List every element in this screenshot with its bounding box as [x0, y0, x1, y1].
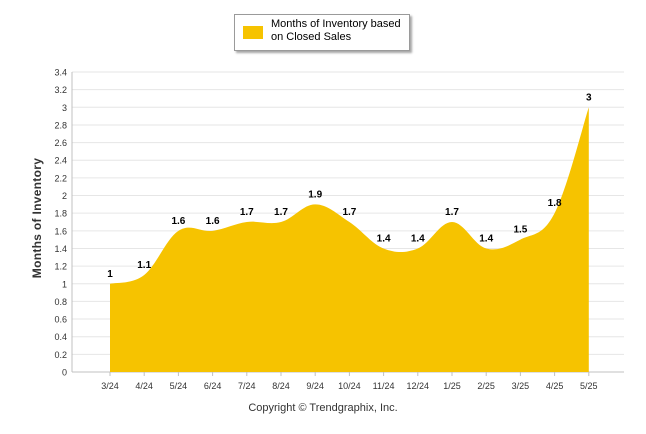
legend-label: Months of Inventory based on Closed Sale…: [271, 18, 401, 43]
data-label: 1.7: [342, 207, 356, 218]
data-label: 1.9: [308, 189, 322, 200]
y-tick-label: 0.4: [54, 332, 67, 342]
y-tick-label: 2: [62, 191, 67, 201]
y-tick-label: 0.6: [54, 315, 67, 325]
x-tick-label: 11/24: [373, 381, 395, 391]
y-tick-label: 0: [62, 368, 67, 378]
copyright-footer: Copyright © Trendgraphix, Inc.: [248, 402, 398, 414]
y-tick-label: 2.8: [54, 120, 67, 130]
y-tick-label: 1.8: [54, 209, 67, 219]
data-label: 1.1: [137, 260, 151, 271]
x-tick-label: 4/25: [546, 381, 564, 391]
data-label: 1.7: [240, 207, 254, 218]
y-tick-labels: 0 0.2 0.4 0.6 0.8 1 1.2 1.4 1.6 1.8 2 2.2 2.4 2.6 2.8 3…: [54, 68, 67, 378]
y-tick-label: 1.2: [54, 262, 67, 272]
data-labels: 1 1.1 1.6 1.6 1.7 1.7 1.9 1.7 1.4 1.4 1.7 1.4 1.5 1.8…: [107, 92, 592, 279]
data-label: 1.4: [411, 233, 425, 244]
x-tick-label: 9/24: [306, 381, 324, 391]
data-label: 1.5: [513, 225, 527, 236]
x-tick-label: 7/24: [238, 381, 256, 391]
y-tick-label: 0.8: [54, 297, 67, 307]
y-tick-label: 2.2: [54, 173, 67, 183]
x-tick-label: 5/25: [580, 381, 598, 391]
y-tick-label: 1: [62, 279, 67, 289]
y-tick-label: 2.6: [54, 138, 67, 148]
area-fill: [110, 107, 589, 372]
x-tick-label: 8/24: [272, 381, 290, 391]
data-label: 1.4: [479, 233, 493, 244]
x-tick-label: 5/24: [170, 381, 188, 391]
x-tick-label: 3/25: [512, 381, 530, 391]
y-tick-label: 3.2: [54, 85, 67, 95]
y-tick-label: 3.4: [54, 68, 67, 78]
data-label: 1.7: [445, 207, 459, 218]
data-label: 1.6: [171, 216, 185, 227]
x-tick-label: 3/24: [101, 381, 119, 391]
x-tick-label: 6/24: [204, 381, 222, 391]
data-label: 3: [586, 92, 592, 103]
x-tick-label: 2/25: [477, 381, 495, 391]
y-tick-label: 1.4: [54, 244, 67, 254]
x-tick-label: 1/25: [443, 381, 461, 391]
data-label: 1.7: [274, 207, 288, 218]
y-tick-label: 2.4: [54, 156, 67, 166]
data-label: 1.8: [548, 198, 562, 209]
legend: Months of Inventory based on Closed Sale…: [234, 14, 410, 51]
x-tick-label: 4/24: [135, 381, 153, 391]
data-label: 1: [107, 269, 113, 280]
data-label: 1.6: [206, 216, 220, 227]
y-tick-label: 0.2: [54, 350, 67, 360]
x-tick-label: 12/24: [407, 381, 430, 391]
y-tick-label: 3: [62, 103, 67, 113]
legend-swatch: [243, 26, 263, 39]
y-tick-label: 1.6: [54, 226, 67, 236]
x-tick-labels: 3/24 4/24 5/24 6/24 7/24 8/24 9/24 10/24 11/24 12…: [101, 372, 598, 391]
x-tick-label: 10/24: [338, 381, 361, 391]
area-series: [110, 107, 589, 372]
data-label: 1.4: [377, 233, 391, 244]
y-axis-title: Months of Inventory: [30, 157, 44, 279]
